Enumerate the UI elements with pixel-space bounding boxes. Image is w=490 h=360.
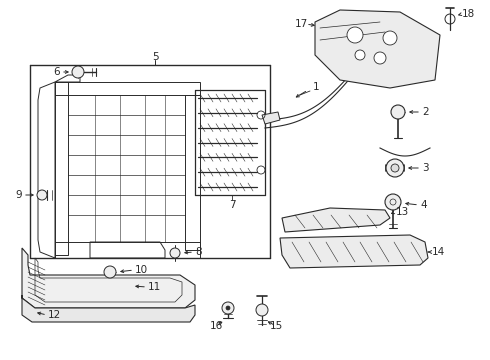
Text: 15: 15 — [270, 321, 283, 331]
Circle shape — [355, 50, 365, 60]
Polygon shape — [262, 112, 280, 124]
Circle shape — [170, 248, 180, 258]
Text: 10: 10 — [135, 265, 148, 275]
Circle shape — [391, 164, 399, 172]
Text: 6: 6 — [53, 67, 60, 77]
Text: 13: 13 — [396, 207, 409, 217]
Circle shape — [386, 159, 404, 177]
Text: 17: 17 — [295, 19, 308, 29]
Text: 8: 8 — [195, 247, 201, 257]
Circle shape — [72, 66, 84, 78]
Text: 11: 11 — [148, 282, 161, 292]
Polygon shape — [22, 295, 195, 322]
Text: 4: 4 — [420, 200, 427, 210]
Circle shape — [391, 105, 405, 119]
Text: 14: 14 — [432, 247, 445, 257]
Circle shape — [347, 27, 363, 43]
Text: 7: 7 — [229, 200, 235, 210]
Circle shape — [104, 266, 116, 278]
Text: 1: 1 — [313, 82, 319, 92]
Circle shape — [385, 194, 401, 210]
Polygon shape — [280, 235, 428, 268]
Polygon shape — [282, 208, 390, 232]
Circle shape — [226, 306, 230, 310]
Text: 5: 5 — [152, 52, 158, 62]
Text: 12: 12 — [48, 310, 61, 320]
Text: 3: 3 — [422, 163, 429, 173]
Circle shape — [222, 302, 234, 314]
Text: 16: 16 — [209, 321, 222, 331]
Polygon shape — [315, 10, 440, 88]
Text: 18: 18 — [462, 9, 475, 19]
Text: 9: 9 — [15, 190, 22, 200]
Circle shape — [374, 52, 386, 64]
Circle shape — [383, 31, 397, 45]
Polygon shape — [22, 248, 195, 308]
Text: 2: 2 — [422, 107, 429, 117]
Circle shape — [256, 304, 268, 316]
Circle shape — [37, 190, 47, 200]
